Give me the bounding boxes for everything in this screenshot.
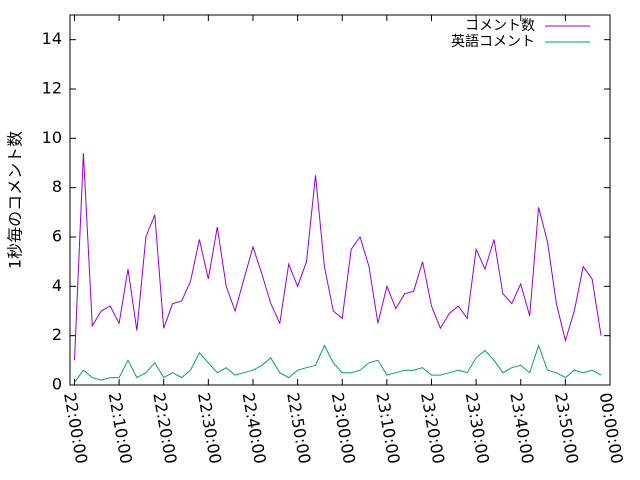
y-axis-label: 1秒毎のコメント数 — [6, 131, 25, 269]
legend-label: コメント数 — [465, 18, 535, 34]
series-line — [74, 343, 602, 383]
x-tick-label: 23:40:00 — [506, 391, 537, 465]
y-tick-label: 6 — [52, 227, 62, 246]
x-tick-label: 23:30:00 — [462, 391, 493, 465]
y-tick-label: 2 — [52, 325, 62, 344]
y-tick-label: 10 — [42, 128, 62, 147]
y-tick-label: 4 — [52, 276, 62, 295]
plot-border — [69, 14, 611, 386]
y-tick-label: 12 — [42, 79, 62, 98]
y-tick-label: 14 — [42, 29, 62, 48]
x-tick-label: 22:20:00 — [149, 391, 180, 465]
x-tick-label: 23:20:00 — [417, 391, 448, 465]
legend-label: 英語コメント — [451, 33, 535, 50]
series-line — [74, 153, 602, 361]
y-tick-label: 8 — [52, 177, 62, 196]
x-tick-label: 22:50:00 — [283, 391, 314, 465]
x-tick-label: 23:10:00 — [372, 391, 403, 465]
y-tick-label: 0 — [52, 375, 62, 394]
x-tick-label: 22:10:00 — [105, 391, 136, 465]
x-tick-label: 22:40:00 — [239, 391, 270, 465]
x-tick-label: 23:00:00 — [328, 391, 359, 465]
x-tick-label: 23:50:00 — [551, 391, 582, 465]
x-tick-label: 22:30:00 — [194, 391, 225, 465]
x-tick-label: 00:00:00 — [596, 391, 627, 465]
x-tick-label: 22:00:00 — [60, 391, 91, 465]
